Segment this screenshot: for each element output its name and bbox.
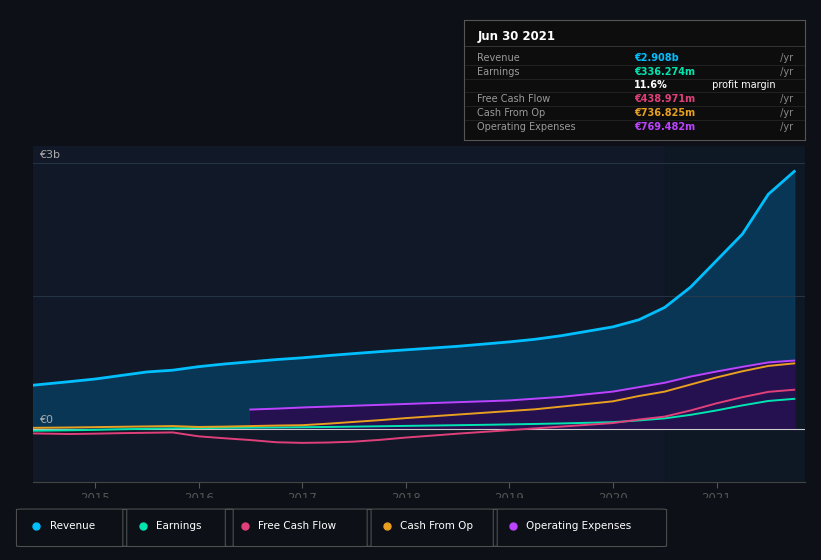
Text: /yr: /yr — [777, 53, 793, 63]
Text: €769.482m: €769.482m — [635, 122, 695, 132]
Text: Free Cash Flow: Free Cash Flow — [478, 94, 551, 104]
Text: profit margin: profit margin — [709, 80, 776, 90]
Text: €0: €0 — [39, 415, 53, 425]
Text: Jun 30 2021: Jun 30 2021 — [478, 30, 556, 44]
Text: /yr: /yr — [777, 67, 793, 77]
Text: Revenue: Revenue — [49, 521, 94, 531]
Text: Earnings: Earnings — [156, 521, 201, 531]
Text: €3b: €3b — [39, 150, 60, 160]
Text: 11.6%: 11.6% — [635, 80, 668, 90]
Text: /yr: /yr — [777, 108, 793, 118]
Text: /yr: /yr — [777, 94, 793, 104]
Text: Cash From Op: Cash From Op — [478, 108, 546, 118]
Text: Revenue: Revenue — [478, 53, 521, 63]
Text: -€500m: -€500m — [39, 522, 82, 532]
Text: €438.971m: €438.971m — [635, 94, 695, 104]
Text: Operating Expenses: Operating Expenses — [526, 521, 631, 531]
Text: Free Cash Flow: Free Cash Flow — [259, 521, 337, 531]
Text: €2.908b: €2.908b — [635, 53, 679, 63]
Text: Cash From Op: Cash From Op — [401, 521, 473, 531]
Text: /yr: /yr — [777, 122, 793, 132]
Text: €336.274m: €336.274m — [635, 67, 695, 77]
Bar — [665, 146, 805, 482]
Text: Operating Expenses: Operating Expenses — [478, 122, 576, 132]
Text: €736.825m: €736.825m — [635, 108, 695, 118]
Text: Earnings: Earnings — [478, 67, 520, 77]
